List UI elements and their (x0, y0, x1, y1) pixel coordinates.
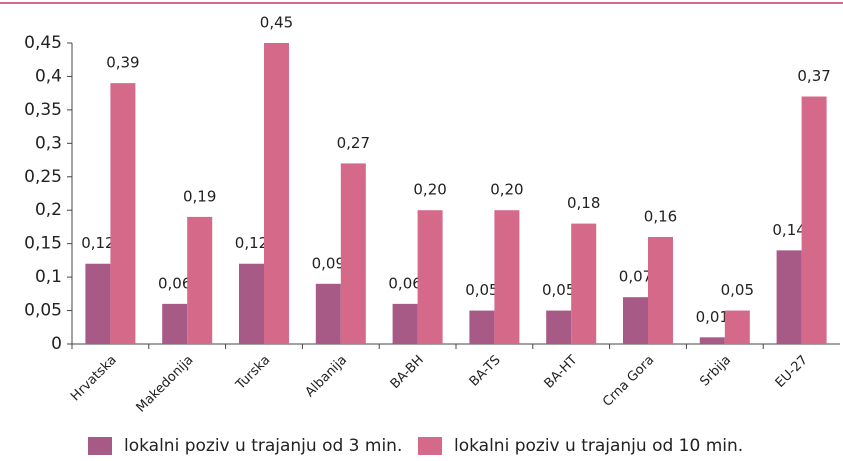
bar (110, 83, 136, 344)
y-tick-label: 0,25 (24, 167, 62, 187)
data-label: 0,14 (772, 221, 805, 239)
bar (494, 210, 520, 344)
y-tick-label: 0 (51, 334, 62, 354)
data-label: 0,12 (81, 234, 114, 252)
bar (648, 236, 673, 344)
data-label: 0,06 (158, 274, 191, 292)
data-label: 0,05 (721, 281, 754, 299)
legend-label: lokalni poziv u trajanju od 3 min. (124, 436, 402, 456)
legend-swatch (418, 437, 442, 455)
data-label: 0,01 (696, 308, 729, 326)
bar (801, 96, 827, 344)
x-tick-label: BA-TS (467, 353, 504, 390)
data-label: 0,07 (619, 268, 652, 286)
x-tick-label: Makedonija (134, 353, 197, 416)
y-tick-label: 0,2 (35, 200, 62, 220)
bar (315, 283, 341, 344)
bar (571, 223, 597, 344)
bar (724, 310, 750, 344)
x-tick-label: Turska (233, 353, 274, 394)
data-label: 0,20 (413, 181, 446, 199)
bar (776, 250, 802, 344)
bar (469, 310, 495, 344)
data-label: 0,27 (337, 134, 370, 152)
x-tick-label: Albanija (303, 353, 350, 400)
x-tick-label: Hrvatska (68, 353, 120, 405)
bar (187, 216, 213, 344)
y-tick-label: 0,05 (24, 301, 62, 321)
y-tick-label: 0,4 (35, 66, 62, 86)
data-label: 0,09 (312, 254, 345, 272)
x-tick-label: BA-BH (388, 353, 427, 392)
data-label: 0,05 (542, 281, 575, 299)
x-tick-label: BA-HT (542, 353, 581, 392)
bar (623, 297, 648, 344)
bar (699, 337, 725, 344)
data-label: 0,45 (260, 14, 293, 32)
x-tick-label: EU-27 (773, 353, 811, 391)
data-label: 0,05 (465, 281, 498, 299)
data-label: 0,12 (235, 234, 268, 252)
legend-swatch (88, 437, 112, 455)
bar (546, 310, 572, 344)
legend-label: lokalni poziv u trajanju od 10 min. (454, 436, 743, 456)
bar (85, 263, 111, 344)
bar (239, 263, 264, 344)
bar (264, 43, 289, 344)
data-label: 0,18 (567, 194, 600, 212)
y-tick-label: 0,45 (24, 33, 62, 53)
y-tick-label: 0,15 (24, 234, 62, 254)
y-tick-label: 0,3 (35, 133, 62, 153)
x-tick-label: Crna Gora (600, 353, 657, 410)
data-label: 0,39 (106, 54, 139, 72)
bar (162, 303, 188, 344)
x-tick-label: Srbija (697, 353, 734, 390)
y-tick-label: 0,1 (35, 267, 62, 287)
data-label: 0,06 (388, 274, 421, 292)
bar (417, 210, 443, 344)
data-label: 0,37 (797, 67, 830, 85)
data-label: 0,19 (183, 187, 216, 205)
data-label: 0,20 (490, 181, 523, 199)
data-label: 0,16 (644, 207, 677, 225)
y-tick-label: 0,35 (24, 100, 62, 120)
bar (340, 163, 366, 344)
bar (392, 303, 418, 344)
